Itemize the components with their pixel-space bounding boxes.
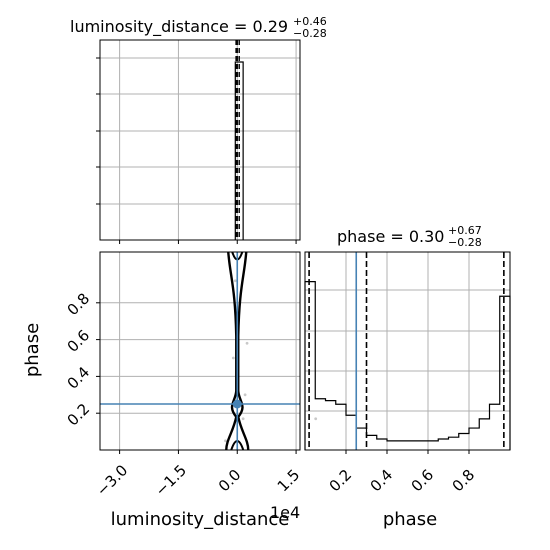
- x-tick-label: −1.5: [152, 461, 190, 499]
- panel-frame-phase: [304, 251, 511, 451]
- scatter-point: [233, 279, 237, 283]
- y-tick-label: 0.8: [64, 289, 94, 319]
- x-tick-label: 0.0: [215, 466, 245, 496]
- x-tick-label: 0.4: [367, 466, 397, 496]
- scatter-point: [245, 341, 249, 345]
- y-tick-label: 0.6: [64, 326, 94, 356]
- x-axis-label-luminosity-distance: luminosity_distance: [111, 509, 290, 530]
- x-tick-label: 1.5: [274, 466, 304, 496]
- scatter-point: [224, 439, 227, 443]
- scatter-point: [231, 356, 235, 360]
- x-tick-label: 0.6: [408, 466, 438, 496]
- x-tick-label: 0.8: [449, 466, 479, 496]
- ld-title-sup: +0.46: [293, 15, 327, 28]
- y-axis-label-phase: phase: [22, 323, 43, 377]
- phase-title-sup: +0.67: [448, 224, 482, 237]
- scatter-point: [243, 393, 247, 397]
- contour-line: [225, 251, 238, 451]
- histogram-bar: [234, 61, 244, 240]
- axes-layer: 0.2 0.4 0.6 0.8 0.2 0.4 0.6 0.8 −3.0 −1.5 0.0 1.5: [64, 39, 511, 500]
- panel-frame-joint: [99, 251, 301, 451]
- y-tick-label: 0.4: [64, 363, 94, 393]
- phase-title: phase = 0.30: [337, 227, 444, 246]
- ld-title-sub: −0.28: [293, 27, 327, 40]
- x-axis-label-phase: phase: [383, 509, 437, 530]
- phase-histogram: [304, 281, 511, 450]
- x-tick-label: −3.0: [93, 461, 131, 499]
- offset-label: 1e4: [270, 503, 300, 522]
- ld-title: luminosity_distance = 0.29: [70, 17, 288, 37]
- data-layer: [100, 40, 511, 451]
- x-tick-label: 0.2: [326, 466, 356, 496]
- truth-marker: [232, 399, 242, 409]
- phase-title-sub: −0.28: [448, 236, 482, 249]
- y-tick-label: 0.2: [64, 400, 94, 430]
- scatter-point: [314, 417, 318, 421]
- contour-line: [236, 251, 250, 451]
- scatter-point: [241, 417, 245, 421]
- panel-frame-ld: [99, 39, 301, 241]
